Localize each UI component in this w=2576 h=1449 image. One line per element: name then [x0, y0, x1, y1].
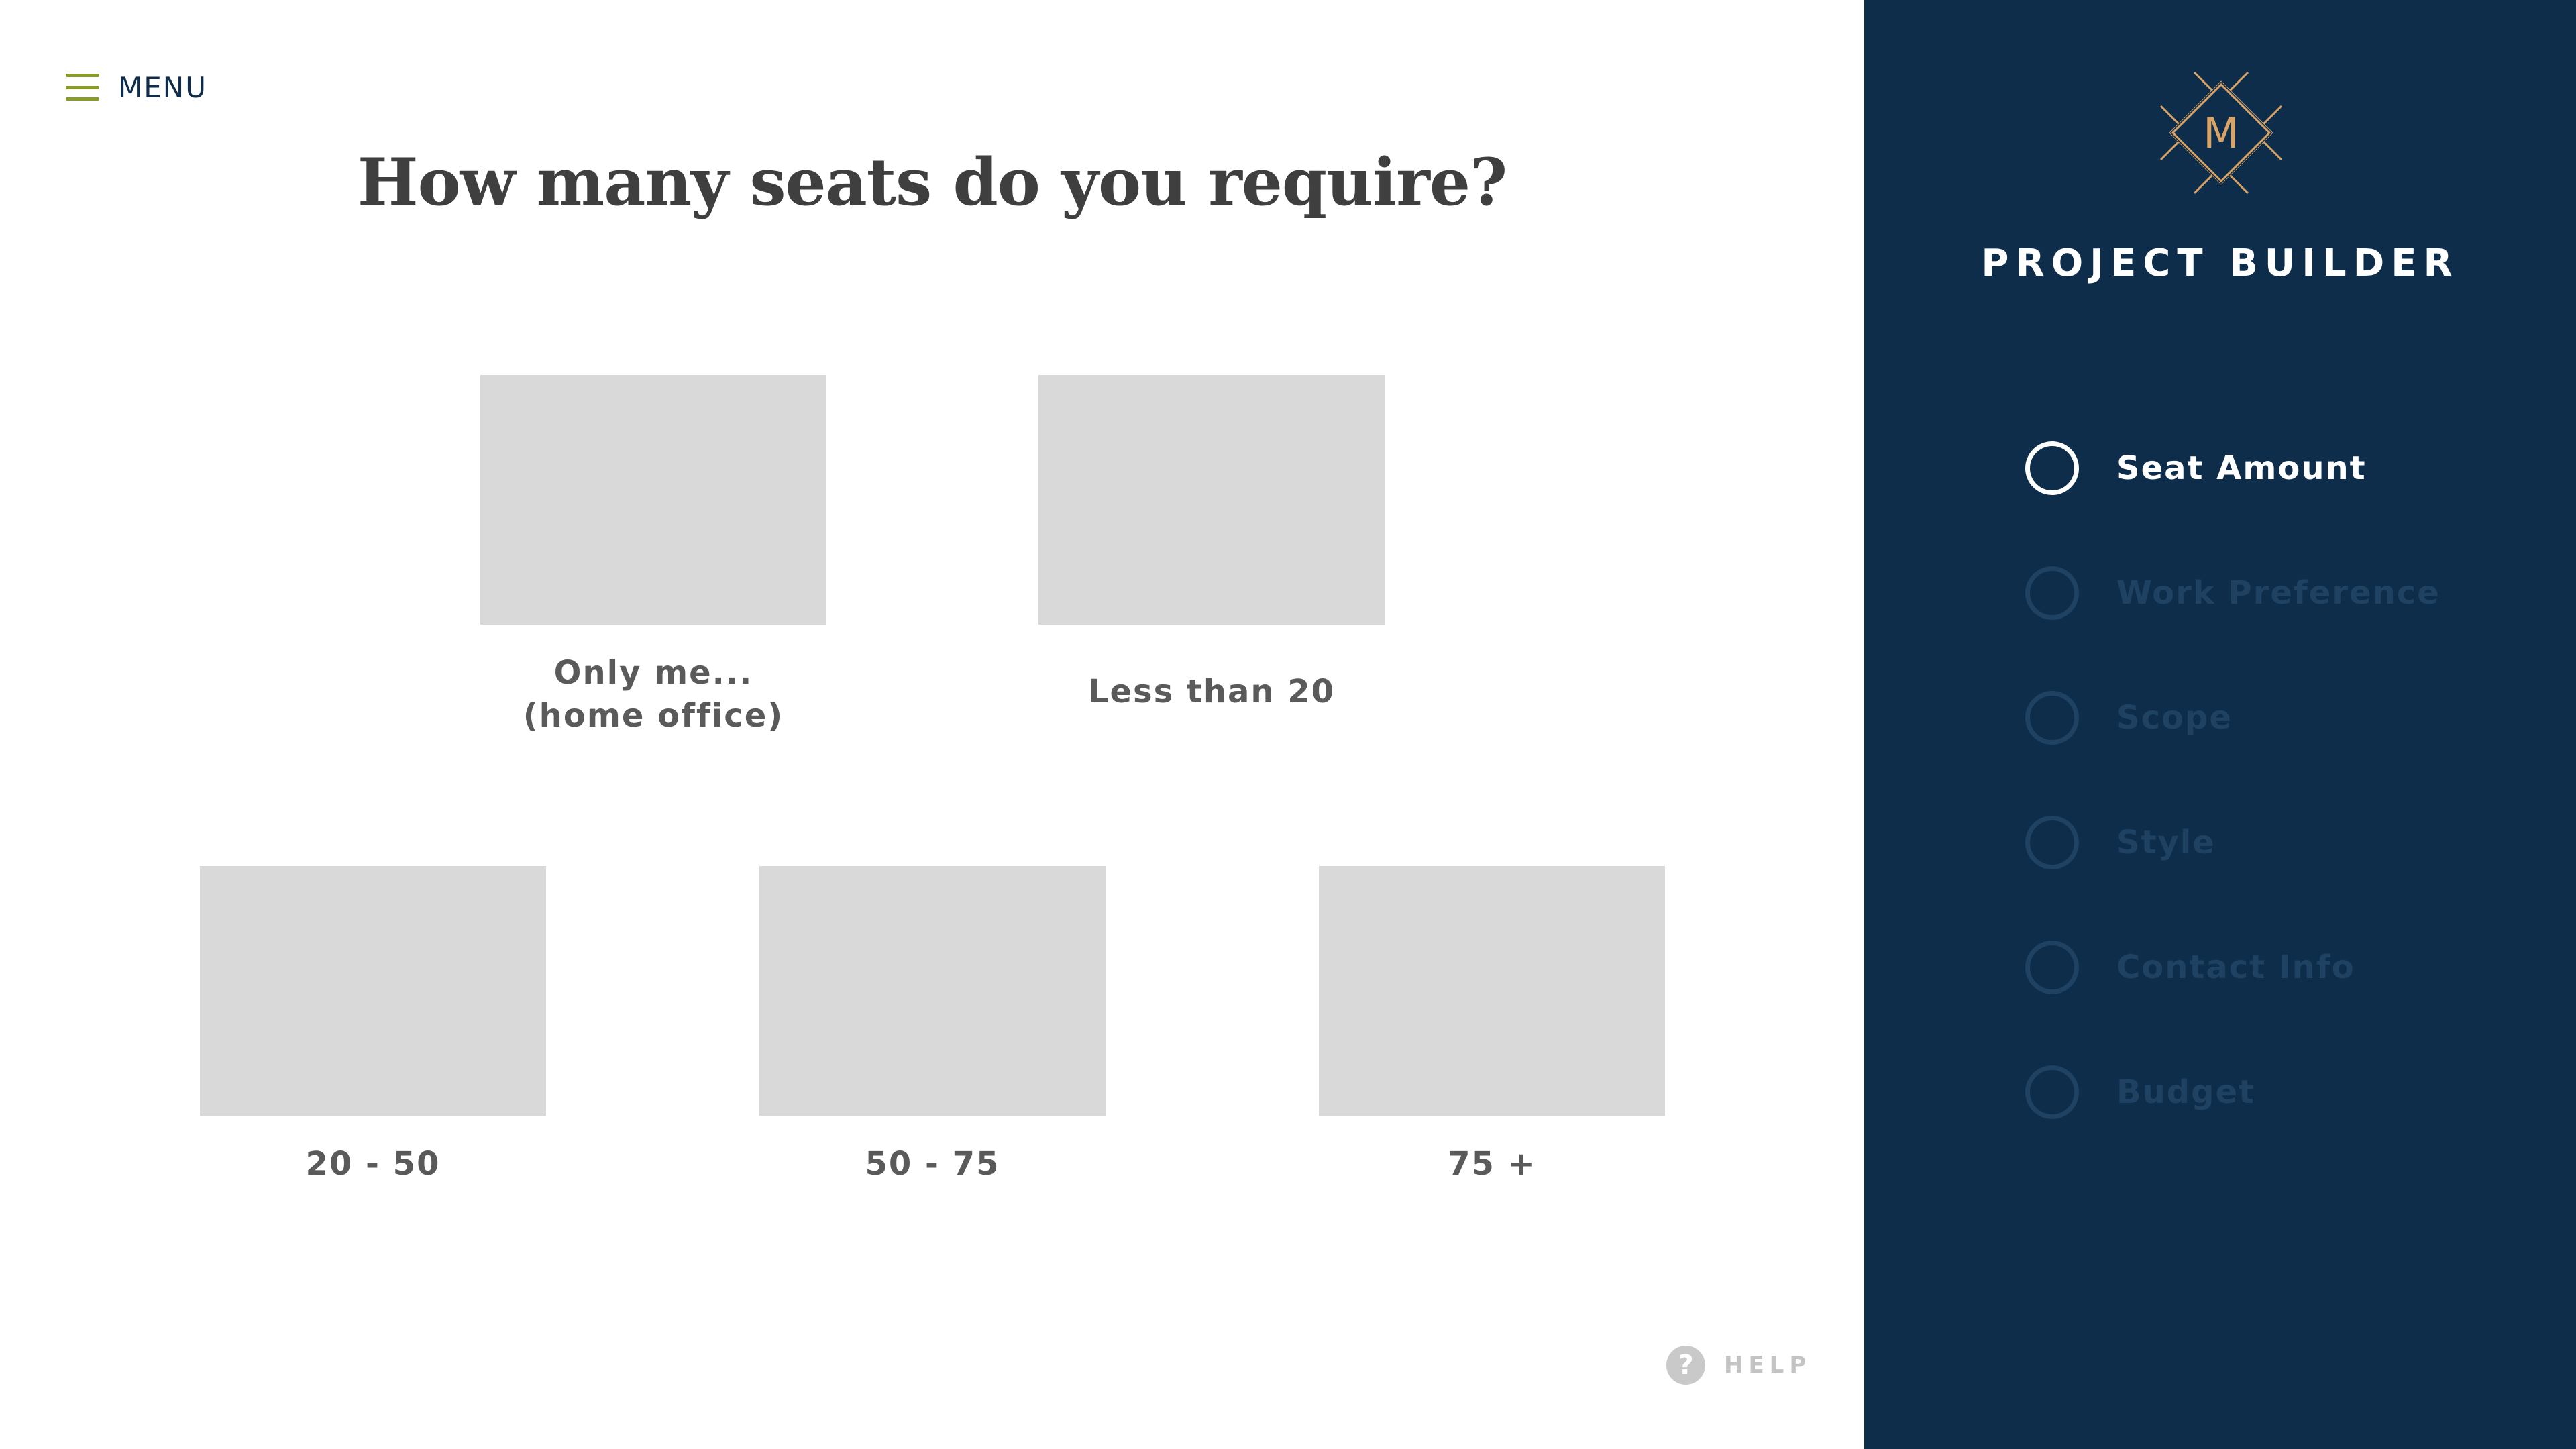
option-label: 20 - 50	[305, 1145, 441, 1183]
help-icon: ?	[1666, 1346, 1705, 1385]
step-circle-icon	[2025, 691, 2079, 745]
option-label: Less than 20	[1087, 673, 1336, 710]
step-label: Style	[2116, 824, 2216, 861]
step-label: Work Preference	[2116, 574, 2440, 612]
step-circle-icon	[2025, 566, 2079, 620]
main-panel: MENU How many seats do you require? Only…	[66, 67, 1811, 1385]
option-image-placeholder	[1038, 375, 1385, 625]
option-card-75-plus[interactable]: 75 +	[1319, 866, 1665, 1185]
step-label: Scope	[2116, 699, 2233, 737]
step-label: Seat Amount	[2116, 449, 2367, 487]
step-style[interactable]: Style	[2025, 814, 2548, 871]
sidebar-title: PROJECT BUILDER	[1981, 241, 2459, 285]
brand-logo: M	[2158, 70, 2284, 196]
help-label: HELP	[1724, 1352, 1812, 1379]
help-button[interactable]: ? HELP	[1666, 1346, 1811, 1385]
option-label: 75 +	[1448, 1145, 1536, 1183]
menu-button[interactable]: MENU	[66, 67, 207, 107]
sidebar: M PROJECT BUILDER Seat Amount Work Prefe…	[1864, 0, 2576, 1449]
step-seat-amount[interactable]: Seat Amount	[2025, 440, 2548, 496]
step-circle-icon	[2025, 941, 2079, 994]
option-image-placeholder	[480, 375, 826, 625]
step-label: Contact Info	[2116, 949, 2355, 986]
diamond-logo-icon	[2159, 71, 2283, 195]
logo-letter: M	[2203, 108, 2239, 158]
step-list: Seat Amount Work Preference Scope Style …	[2025, 440, 2548, 1189]
hamburger-icon	[66, 74, 99, 101]
step-circle-icon	[2025, 1065, 2079, 1119]
option-label: Only me... (home office)	[523, 654, 784, 735]
step-circle-icon	[2025, 816, 2079, 869]
step-work-preference[interactable]: Work Preference	[2025, 565, 2548, 621]
option-card-50-75[interactable]: 50 - 75	[759, 866, 1106, 1185]
option-image-placeholder	[200, 866, 546, 1116]
step-budget[interactable]: Budget	[2025, 1064, 2548, 1120]
menu-label: MENU	[118, 70, 207, 104]
step-circle-icon	[2025, 441, 2079, 495]
step-label: Budget	[2116, 1073, 2255, 1111]
option-card-less-than-20[interactable]: Less than 20	[1038, 375, 1385, 713]
step-contact-info[interactable]: Contact Info	[2025, 939, 2548, 996]
option-image-placeholder	[1319, 866, 1665, 1116]
option-card-20-50[interactable]: 20 - 50	[200, 866, 546, 1185]
page-title: How many seats do you require?	[357, 144, 1507, 220]
option-card-home-office[interactable]: Only me... (home office)	[480, 375, 826, 737]
step-scope[interactable]: Scope	[2025, 690, 2548, 746]
option-image-placeholder	[759, 866, 1106, 1116]
option-label: 50 - 75	[865, 1145, 1000, 1183]
